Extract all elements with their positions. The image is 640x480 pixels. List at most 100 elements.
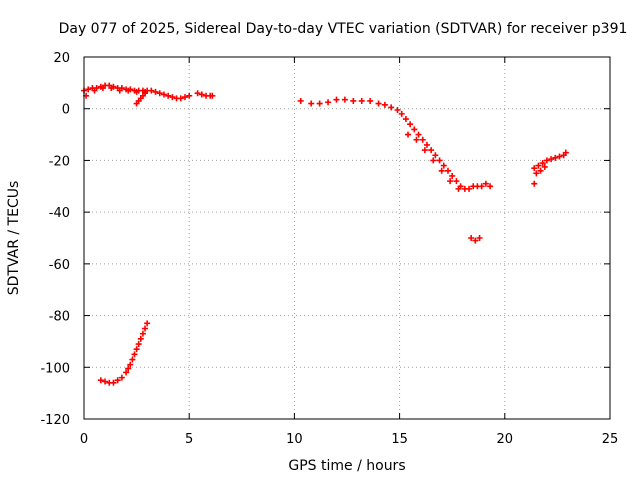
data-point: [402, 116, 409, 123]
data-point: [436, 157, 443, 164]
series-arc-10-to-19: [297, 96, 494, 192]
data-point: [411, 126, 418, 133]
data-point: [116, 87, 123, 94]
data-point: [142, 90, 149, 97]
data-point: [487, 183, 494, 190]
data-point: [341, 96, 348, 103]
data-point: [358, 97, 365, 104]
data-point: [152, 88, 159, 95]
data-point: [165, 92, 172, 99]
data-point: [308, 100, 315, 107]
data-point: [562, 149, 569, 156]
y-tick-label: -60: [49, 258, 70, 273]
data-point: [541, 163, 548, 170]
data-point: [129, 356, 136, 363]
data-point: [148, 87, 155, 94]
data-point: [131, 351, 138, 358]
data-point: [209, 92, 216, 99]
data-point: [333, 96, 340, 103]
data-point: [466, 185, 473, 192]
series-low-arc: [97, 320, 151, 386]
data-point: [133, 88, 140, 95]
data-point: [388, 104, 395, 111]
data-point: [177, 95, 184, 102]
y-tick-label: 0: [62, 103, 70, 118]
series-point-near-18.6: [468, 235, 483, 244]
data-point: [325, 99, 332, 106]
data-point: [405, 131, 412, 138]
data-point: [413, 136, 420, 143]
x-axis-label: GPS time / hours: [288, 458, 405, 474]
data-point: [449, 172, 456, 179]
data-point: [367, 97, 374, 104]
data-point: [144, 320, 151, 327]
data-point: [535, 162, 542, 169]
series-arc-21-to-23: [531, 149, 569, 177]
plot-frame: [83, 56, 611, 420]
data-point: [440, 162, 447, 169]
data-point: [428, 147, 435, 154]
data-point: [127, 361, 134, 368]
data-point: [438, 167, 445, 174]
series-arc-3-to-5: [148, 87, 193, 102]
y-tick-label: 20: [53, 51, 70, 66]
data-point: [85, 86, 92, 93]
y-tick-label: -80: [49, 310, 70, 325]
data-point: [444, 167, 451, 174]
data-point: [160, 91, 167, 98]
data-point: [447, 178, 454, 185]
x-tick-label: 25: [602, 432, 619, 447]
data-point: [198, 91, 205, 98]
data-point: [552, 154, 559, 161]
data-point: [297, 97, 304, 104]
data-point: [539, 160, 546, 167]
data-point: [125, 365, 132, 372]
x-tick-label: 15: [391, 432, 408, 447]
data-point: [99, 85, 106, 92]
data-point: [453, 178, 460, 185]
data-marks: [81, 82, 569, 386]
data-point: [186, 92, 193, 99]
x-tick-label: 0: [80, 432, 88, 447]
data-point: [478, 183, 485, 190]
y-axis-label: SDTVAR / TECUs: [6, 181, 22, 296]
data-point: [548, 156, 555, 163]
data-point: [531, 180, 538, 187]
data-point: [102, 378, 109, 385]
data-point: [350, 97, 357, 104]
data-point: [169, 94, 176, 101]
data-point: [110, 379, 117, 386]
data-point: [108, 85, 115, 92]
data-point: [556, 153, 563, 160]
data-point: [114, 377, 121, 384]
data-point: [419, 136, 426, 143]
y-tick-label: -40: [49, 206, 70, 221]
data-point: [123, 369, 130, 376]
series-early-arc: [81, 82, 151, 99]
data-point: [316, 100, 323, 107]
data-point: [455, 185, 462, 192]
data-point: [381, 101, 388, 108]
data-point: [482, 180, 489, 187]
data-point: [533, 170, 540, 177]
x-tick-label: 5: [185, 432, 193, 447]
x-tick-label: 10: [286, 432, 303, 447]
y-tick-label: -120: [40, 413, 70, 428]
data-point: [97, 377, 104, 384]
chart-title: Day 077 of 2025, Sidereal Day-to-day VTE…: [59, 21, 628, 37]
data-point: [142, 325, 149, 332]
grid-layer: [84, 57, 610, 419]
data-point: [432, 152, 439, 159]
data-point: [125, 87, 132, 94]
x-tick-label: 20: [497, 432, 514, 447]
data-point: [468, 235, 475, 241]
y-tick-label: -100: [40, 361, 70, 376]
data-point: [537, 167, 544, 174]
x-tick-labels: 0 5 10 15 20 25: [80, 432, 618, 447]
data-point: [135, 341, 142, 348]
data-point: [423, 141, 430, 148]
data-point: [407, 121, 414, 128]
data-point: [430, 157, 437, 164]
data-point: [476, 235, 483, 241]
